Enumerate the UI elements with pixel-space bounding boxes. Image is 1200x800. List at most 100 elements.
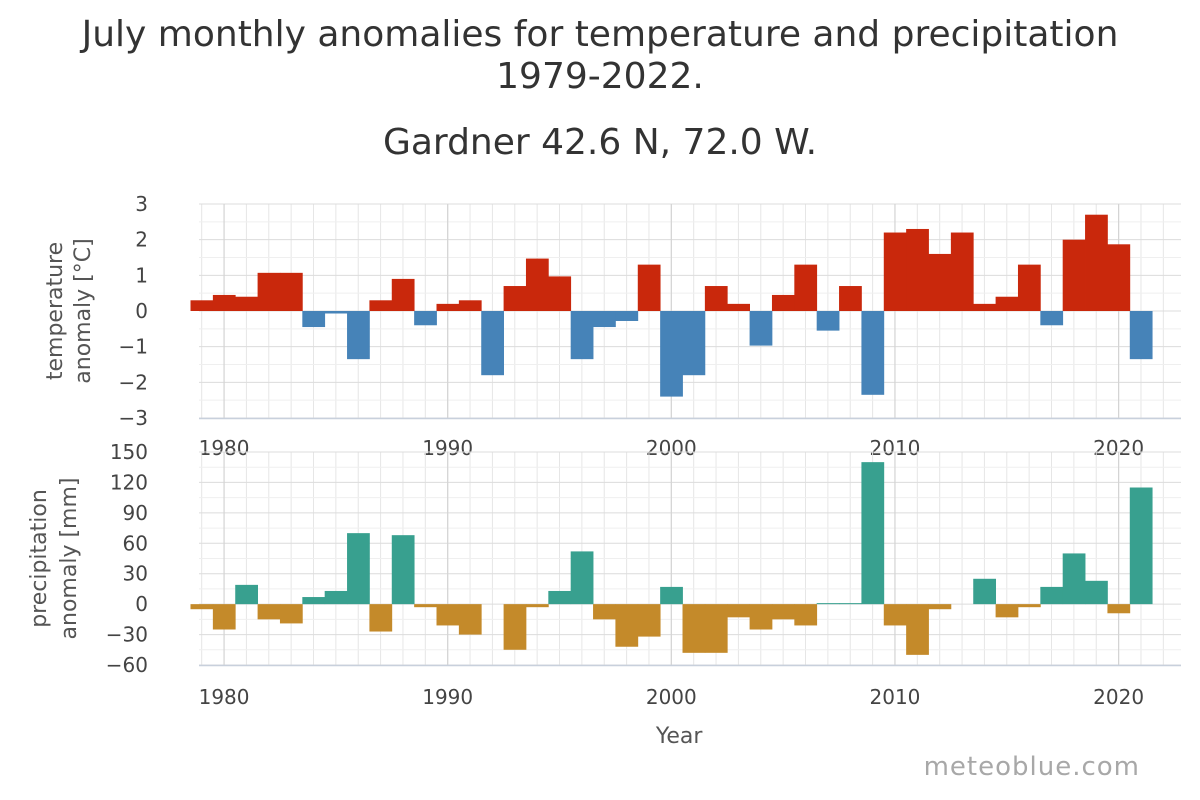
precipitation-bar-1984	[302, 597, 326, 605]
temperature-bar-2001	[682, 311, 706, 376]
temperature-bar-1980	[212, 294, 236, 311]
precipitation-bar-1988	[391, 535, 415, 605]
temperature-y-tick-label: −3	[119, 406, 148, 430]
temperature-bar-2009	[861, 311, 885, 395]
precipitation-bar-2016	[1017, 604, 1041, 608]
watermark: meteoblue.com	[923, 752, 1140, 782]
chart-subtitle: Gardner 42.6 N, 72.0 W.	[382, 122, 818, 163]
precipitation-bar-2011	[906, 604, 929, 655]
precipitation-y-tick-label: −30	[106, 623, 148, 647]
temperature-panel	[190, 203, 1181, 420]
temperature-bar-1986	[347, 311, 370, 360]
temperature-bar-1984	[302, 311, 326, 328]
precipitation-bar-2001	[682, 604, 706, 653]
precipitation-bar-2012	[928, 604, 952, 610]
precipitation-x-tick-label: 2000	[646, 685, 697, 709]
x-axis-label: Year	[655, 724, 704, 749]
temperature-bar-1989	[414, 311, 437, 326]
precipitation-bar-2018	[1062, 553, 1086, 605]
temperature-bar-2011	[906, 228, 929, 311]
temperature-bar-2010	[883, 232, 907, 311]
precipitation-bar-1993	[503, 604, 527, 650]
temperature-bar-1979	[190, 300, 214, 311]
precipitation-bar-1979	[190, 604, 214, 610]
precipitation-x-tick-label: 1980	[199, 685, 250, 709]
precipitation-bar-2021	[1129, 487, 1153, 605]
precipitation-y-tick-label: 60	[123, 531, 148, 555]
temperature-bar-2007	[816, 311, 840, 331]
precipitation-bar-1999	[637, 604, 661, 637]
temperature-y-tick-label: −1	[119, 335, 148, 359]
precipitation-bar-1986	[347, 533, 370, 605]
temperature-bar-2016	[1017, 264, 1041, 311]
temperature-bar-1988	[391, 278, 415, 311]
temperature-y-tick-label: 1	[135, 263, 148, 287]
precipitation-bar-1989	[414, 604, 437, 608]
temperature-bar-2020	[1107, 244, 1131, 311]
precipitation-bar-2004	[749, 604, 773, 630]
temperature-bar-2015	[995, 296, 1019, 311]
temperature-y-axis-label: anomaly [°C]	[71, 238, 96, 383]
precipitation-bar-1983	[279, 604, 303, 624]
temperature-y-axis-label: temperature	[43, 242, 68, 380]
temperature-bar-2014	[973, 303, 997, 311]
precipitation-y-tick-label: 90	[123, 501, 148, 525]
temperature-bar-1997	[593, 311, 616, 328]
temperature-bar-1994	[525, 258, 549, 311]
precipitation-bar-2007	[816, 603, 840, 605]
temperature-bar-1981	[235, 296, 258, 311]
precipitation-bar-1981	[235, 584, 258, 605]
temperature-bar-1985	[324, 311, 348, 314]
temperature-bar-2002	[704, 286, 728, 311]
precipitation-y-tick-label: 0	[135, 592, 148, 616]
chart-title: July monthly anomalies for temperature a…	[81, 14, 1119, 55]
temperature-bar-2004	[749, 311, 773, 346]
temperature-bar-2003	[727, 303, 750, 311]
precipitation-x-tick-label: 2010	[870, 685, 921, 709]
temperature-bar-1990	[436, 303, 460, 311]
precipitation-y-tick-label: 120	[110, 470, 148, 494]
precipitation-panel	[190, 451, 1181, 667]
temperature-y-tick-label: 0	[135, 299, 148, 323]
temperature-bar-1982	[257, 272, 281, 311]
temperature-bar-1992	[481, 311, 504, 376]
precipitation-bar-2000	[660, 586, 683, 605]
temperature-bar-1993	[503, 286, 527, 311]
precipitation-bar-2014	[973, 578, 997, 605]
temperature-bar-2017	[1040, 311, 1064, 326]
temperature-y-tick-label: 3	[135, 192, 148, 216]
precipitation-x-tick-label: 1990	[422, 685, 473, 709]
precipitation-bar-1990	[436, 604, 460, 626]
precipitation-bar-1980	[212, 604, 236, 630]
precipitation-bar-2015	[995, 604, 1019, 618]
precipitation-bar-1996	[570, 551, 594, 605]
precipitation-bar-2003	[727, 604, 750, 618]
precipitation-bar-2006	[794, 604, 818, 626]
precipitation-y-tick-label: 30	[123, 562, 148, 586]
temperature-bar-2008	[839, 286, 862, 311]
temperature-bar-2019	[1085, 214, 1108, 311]
temperature-bar-1983	[279, 272, 303, 311]
precipitation-bar-2002	[704, 604, 728, 653]
temperature-bar-1991	[458, 300, 482, 311]
precipitation-bar-1994	[525, 604, 549, 608]
precipitation-bar-1985	[324, 590, 348, 605]
precipitation-bar-1982	[257, 604, 281, 620]
precipitation-bar-2010	[883, 604, 907, 626]
precipitation-bar-2017	[1040, 586, 1064, 605]
temperature-bar-2013	[950, 232, 974, 311]
precipitation-bar-2019	[1085, 580, 1108, 605]
precipitation-bar-2008	[839, 603, 862, 605]
temperature-bar-2012	[928, 253, 952, 311]
chart-title-years: 1979-2022.	[496, 56, 704, 97]
precipitation-bar-2005	[771, 604, 795, 620]
temperature-bar-1987	[369, 300, 393, 311]
precipitation-y-axis-label: anomaly [mm]	[57, 478, 82, 640]
temperature-bar-1995	[548, 276, 572, 311]
temperature-bar-2006	[794, 264, 818, 311]
precipitation-bar-2009	[861, 462, 885, 605]
precipitation-y-tick-label: −60	[106, 653, 148, 677]
precipitation-bar-2020	[1107, 604, 1131, 614]
temperature-y-tick-label: 2	[135, 228, 148, 252]
